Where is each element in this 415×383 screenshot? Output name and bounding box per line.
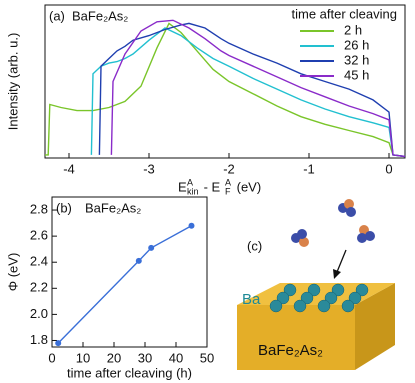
panel-label: (b) [56, 200, 72, 215]
atom [341, 299, 355, 313]
arrow-head [333, 269, 341, 279]
atom [307, 283, 321, 297]
x-tick-label: 40 [169, 350, 183, 365]
atom [324, 291, 338, 305]
panel-label: (a) [49, 8, 65, 23]
x-tick-label: -4 [63, 161, 75, 176]
x-tick-label: 20 [107, 350, 121, 365]
series-line [110, 19, 406, 158]
atom [283, 283, 297, 297]
plot-frame [44, 4, 406, 159]
annotation: BaFe₂As₂ [72, 8, 128, 23]
atom [348, 291, 362, 305]
atom [293, 299, 307, 313]
legend-label: 32 h [344, 52, 369, 67]
data-point [148, 244, 155, 251]
y-axis-label: Φ (eV) [5, 253, 20, 292]
x-tick-label: 0 [385, 161, 392, 176]
substrate-front [237, 305, 355, 370]
y-tick-label: 1.8 [30, 332, 48, 347]
x-axis-label: kin [187, 186, 199, 196]
x-tick-label: 50 [200, 350, 214, 365]
atom [269, 299, 283, 313]
annotation: BaFe₂As₂ [85, 200, 141, 215]
x-axis-label: (eV) [233, 179, 261, 194]
substrate-label: BaFe₂As₂ [258, 342, 323, 359]
x-tick-label: 10 [76, 350, 90, 365]
atom [300, 291, 314, 305]
panel-label: (c) [247, 238, 262, 253]
plot-frame [51, 196, 208, 348]
x-axis-label: F [225, 186, 231, 196]
arrow [336, 249, 347, 273]
x-axis-label: - E [200, 179, 221, 194]
y-tick-label: 2.8 [30, 201, 48, 216]
legend-label: 26 h [344, 37, 369, 52]
series-line [98, 22, 406, 158]
molecules [291, 199, 375, 247]
data-point [135, 257, 142, 264]
data-point [188, 222, 195, 229]
x-tick-label: -3 [143, 161, 155, 176]
series-line [90, 27, 406, 158]
atom-label: Ba [242, 291, 261, 308]
y-tick-label: 2.4 [30, 254, 48, 269]
substrate-side [355, 283, 395, 370]
legend-label: 2 h [344, 22, 362, 37]
atom [355, 283, 369, 297]
series-line [57, 225, 192, 344]
data-point [55, 340, 62, 347]
x-axis-label: A [225, 177, 231, 187]
x-axis-label: time after cleaving (h) [67, 365, 192, 380]
y-axis-label: Intensity (arb. u.) [5, 33, 20, 131]
atom [331, 283, 345, 297]
y-tick-label: 2.2 [30, 280, 48, 295]
x-axis-label: A [187, 177, 193, 187]
x-tick-label: 30 [138, 350, 152, 365]
x-tick-label: -1 [303, 161, 315, 176]
x-tick-label: 0 [48, 350, 55, 365]
x-tick-label: -2 [223, 161, 235, 176]
y-tick-label: 2.0 [30, 306, 48, 321]
diagram: (c) Ba BaFe₂As₂ [237, 199, 395, 370]
atom [317, 299, 331, 313]
legend-label: 45 h [344, 67, 369, 82]
x-axis-label: E [178, 179, 187, 194]
legend-title: time after cleaving [292, 6, 398, 21]
y-tick-label: 2.6 [30, 228, 48, 243]
atom [276, 291, 290, 305]
atoms [269, 283, 369, 313]
